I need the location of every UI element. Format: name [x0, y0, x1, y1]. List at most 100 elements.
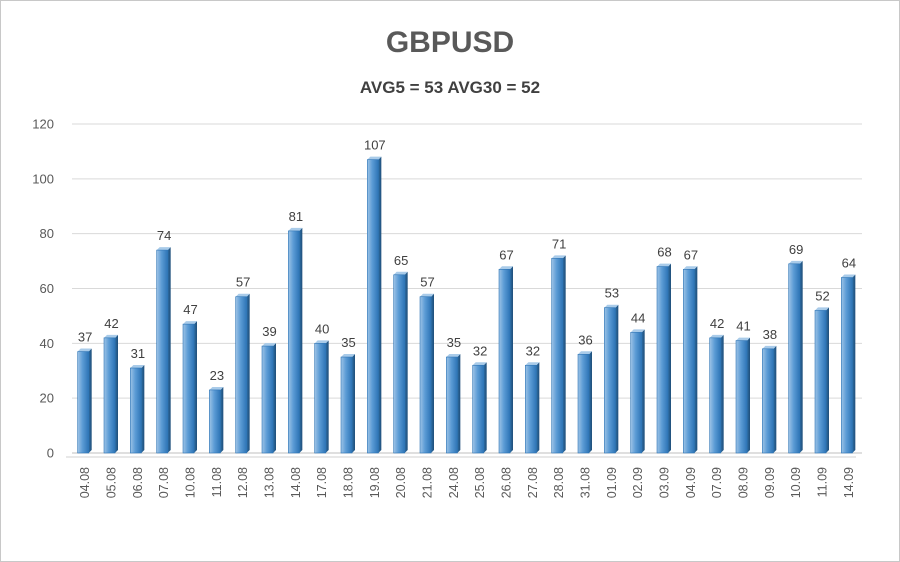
- data-label: 68: [657, 245, 671, 260]
- bar-side: [431, 293, 434, 453]
- bar-top: [841, 274, 856, 278]
- bar-side: [773, 345, 777, 453]
- bar-top: [446, 354, 461, 358]
- bar-side: [694, 266, 698, 453]
- data-label: 32: [526, 343, 540, 358]
- bar-side: [299, 227, 303, 453]
- bar: [314, 343, 326, 454]
- bar: [841, 277, 853, 454]
- data-label: 71: [552, 236, 566, 251]
- bar-top: [341, 354, 355, 358]
- bar-side: [536, 362, 540, 453]
- bar-side: [720, 334, 724, 453]
- bar-top: [288, 227, 303, 231]
- bar: [103, 337, 116, 454]
- x-tick-label: 05.08: [105, 467, 119, 498]
- x-tick-label: 07.08: [157, 467, 171, 498]
- bar-top: [183, 321, 197, 325]
- bar-side: [641, 329, 645, 453]
- bar-top: [815, 307, 829, 311]
- bar-side: [378, 156, 382, 453]
- bar: [446, 356, 458, 454]
- y-tick-label: 120: [32, 117, 54, 132]
- data-label: 41: [736, 319, 750, 334]
- data-label: 67: [499, 247, 513, 262]
- bar: [683, 269, 695, 454]
- data-label: 37: [78, 330, 92, 345]
- bar-top: [209, 386, 224, 390]
- data-label: 74: [157, 228, 171, 243]
- data-label: 35: [447, 335, 461, 350]
- x-tick-label: 02.09: [631, 467, 645, 498]
- bar: [735, 340, 748, 454]
- data-label: 39: [262, 324, 276, 339]
- data-label: 38: [763, 327, 777, 342]
- data-label: 57: [236, 275, 250, 290]
- bar-top: [657, 263, 671, 267]
- x-tick-label: 31.08: [579, 467, 593, 498]
- y-tick-label: 20: [40, 391, 54, 406]
- x-tick-label: 01.09: [605, 467, 619, 498]
- bar-side: [220, 386, 224, 453]
- x-tick-label: 20.08: [394, 467, 408, 498]
- bar-top: [525, 362, 540, 366]
- x-tick-label: 10.08: [184, 467, 198, 498]
- x-tick-label: 03.09: [658, 467, 672, 498]
- data-label: 52: [815, 288, 829, 303]
- bar: [288, 230, 300, 454]
- bar-side: [167, 247, 171, 453]
- data-label: 35: [341, 335, 355, 350]
- bar: [367, 159, 379, 454]
- data-label: 23: [210, 368, 224, 383]
- data-label: 32: [473, 343, 487, 358]
- bar-top: [762, 345, 777, 349]
- bar-top: [788, 260, 803, 264]
- x-tick-label: 25.08: [473, 467, 487, 498]
- data-label: 36: [578, 332, 592, 347]
- x-tick-label: 17.08: [315, 467, 329, 498]
- bar: [788, 263, 800, 454]
- y-tick-label: 80: [40, 226, 54, 241]
- bar: [419, 296, 432, 454]
- x-tick-label: 13.08: [263, 467, 277, 498]
- bar-side: [325, 340, 329, 453]
- bar: [130, 367, 142, 454]
- bar-side: [747, 337, 750, 453]
- bar-side: [589, 351, 592, 453]
- x-tick-label: 14.08: [289, 467, 303, 498]
- x-tick-label: 26.08: [500, 467, 514, 498]
- bar: [182, 323, 195, 454]
- x-tick-label: 27.08: [526, 467, 540, 498]
- data-label: 40: [315, 321, 329, 336]
- x-tick-label: 04.08: [78, 467, 92, 498]
- data-label: 64: [842, 256, 856, 271]
- x-tick-label: 18.08: [342, 467, 356, 498]
- bar-top: [604, 304, 619, 308]
- bar-side: [668, 263, 671, 453]
- x-tick-label: 08.09: [737, 467, 751, 498]
- bar-side: [352, 354, 355, 453]
- bar: [630, 332, 642, 454]
- x-tick-label: 06.08: [131, 467, 145, 498]
- bar-top: [262, 343, 276, 347]
- data-label: 65: [394, 253, 408, 268]
- bar: [604, 307, 616, 454]
- bar-top: [235, 293, 250, 297]
- bar-top: [130, 365, 145, 369]
- bar-side: [799, 260, 803, 453]
- bar: [77, 351, 89, 454]
- x-tick-label: 19.08: [368, 467, 382, 498]
- bar-side: [115, 334, 118, 453]
- data-label: 67: [684, 247, 698, 262]
- bar-top: [314, 340, 329, 344]
- bar-side: [88, 348, 92, 453]
- x-tick-label: 24.08: [447, 467, 461, 498]
- bar-top: [683, 266, 698, 270]
- x-tick-label: 12.08: [236, 467, 250, 498]
- bar-top: [77, 348, 92, 352]
- bar-side: [562, 255, 566, 453]
- bar-top: [736, 337, 750, 341]
- bar-side: [852, 274, 856, 453]
- data-label: 47: [183, 302, 197, 317]
